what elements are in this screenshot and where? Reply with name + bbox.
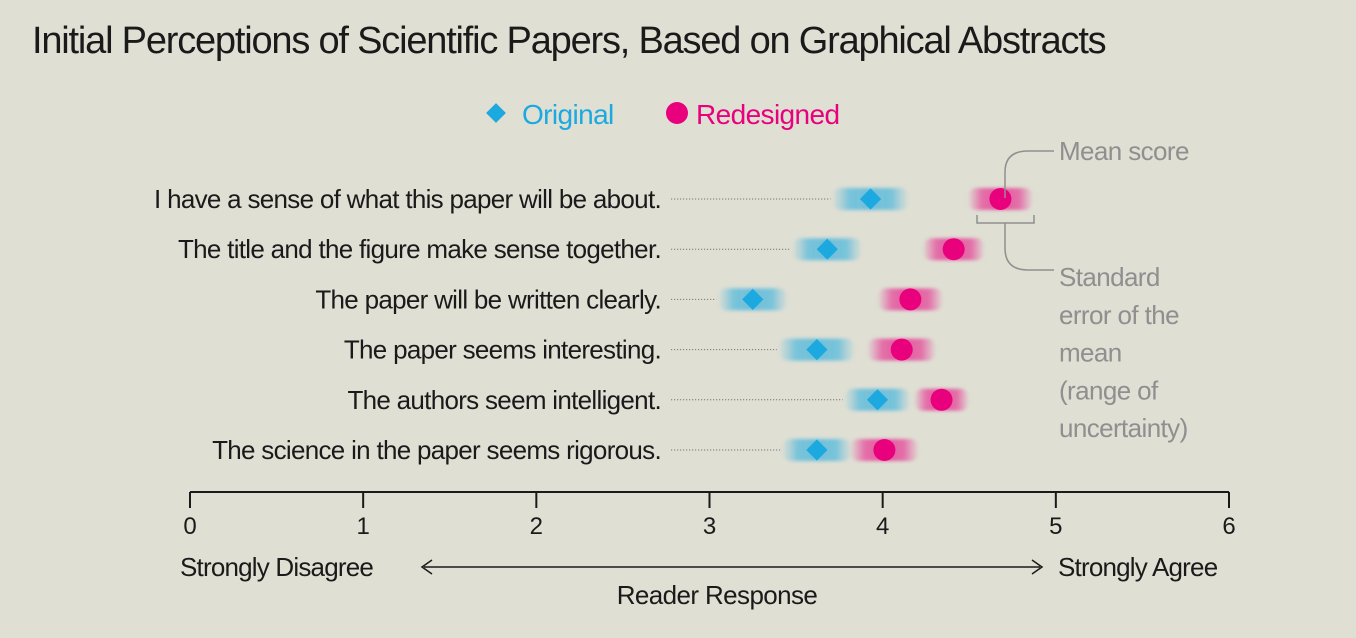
x-tick-label: 2 [530, 513, 543, 540]
x-tick-label: 0 [183, 513, 196, 540]
se-label-line: mean [1059, 338, 1122, 368]
legend-original-swatch [486, 103, 506, 123]
se-bracket [976, 215, 1035, 224]
mean-callout-line [1004, 150, 1054, 198]
point-redesigned [890, 338, 913, 361]
se-label: Standard error of the mean (range of uncerta… [1059, 262, 1188, 443]
row-label: The title and the figure make sense toge… [178, 234, 661, 264]
point-redesigned [942, 238, 965, 261]
scale-arrow-left-head [420, 559, 433, 575]
legend-redesigned-swatch [666, 102, 688, 124]
legend: Original Redesigned [486, 99, 840, 130]
row-label: The paper will be written clearly. [315, 284, 661, 314]
row-label: I have a sense of what this paper will b… [154, 184, 661, 214]
chart-row: The science in the paper seems rigorous. [212, 435, 920, 465]
x-axis-title: Reader Response [617, 580, 818, 610]
row-label: The authors seem intelligent. [347, 385, 661, 415]
point-original [816, 238, 838, 260]
point-original [859, 188, 882, 210]
point-original [806, 338, 828, 361]
chart-rows: I have a sense of what this paper will b… [154, 184, 1034, 465]
point-redesigned [989, 188, 1012, 210]
chart-row: I have a sense of what this paper will b… [154, 184, 1034, 214]
se-label-line: (range of [1059, 375, 1159, 405]
se-callout-line [1004, 223, 1054, 271]
x-tick-label: 4 [876, 513, 889, 540]
chart-title: Initial Perceptions of Scientific Papers… [32, 20, 1107, 62]
x-axis: 0 1 2 3 4 5 6 [183, 491, 1236, 540]
point-original [742, 288, 764, 311]
se-label-line: Standard [1059, 262, 1160, 292]
point-redesigned [930, 388, 953, 411]
point-original [866, 389, 889, 411]
x-tick-label: 6 [1222, 513, 1235, 540]
chart-row: The paper seems interesting. [344, 335, 937, 365]
row-label: The science in the paper seems rigorous. [212, 435, 661, 465]
chart-row: The paper will be written clearly. [315, 284, 944, 314]
scale-arrow-right-head [1031, 559, 1044, 575]
point-redesigned [873, 439, 896, 461]
legend-redesigned-label: Redesigned [696, 99, 839, 130]
se-label-line: uncertainty) [1059, 413, 1188, 443]
mean-score-label: Mean score [1059, 136, 1189, 166]
point-redesigned [899, 288, 922, 311]
scale-high-label: Strongly Agree [1058, 552, 1218, 582]
callout-annotations: Mean score Standard error of the mean (rang… [976, 136, 1190, 443]
point-original [806, 439, 828, 461]
x-tick-label: 1 [356, 513, 369, 540]
x-tick-label: 3 [703, 513, 716, 540]
chart-row: The authors seem intelligent. [347, 385, 970, 415]
se-label-line: error of the [1059, 300, 1179, 330]
x-tick-label: 5 [1049, 513, 1062, 540]
row-label: The paper seems interesting. [344, 335, 661, 365]
chart-row: The title and the figure make sense toge… [178, 234, 985, 264]
legend-original-label: Original [522, 99, 614, 130]
scale-labels: Strongly Disagree Strongly Agree Reader … [180, 552, 1218, 610]
scale-low-label: Strongly Disagree [180, 552, 373, 582]
